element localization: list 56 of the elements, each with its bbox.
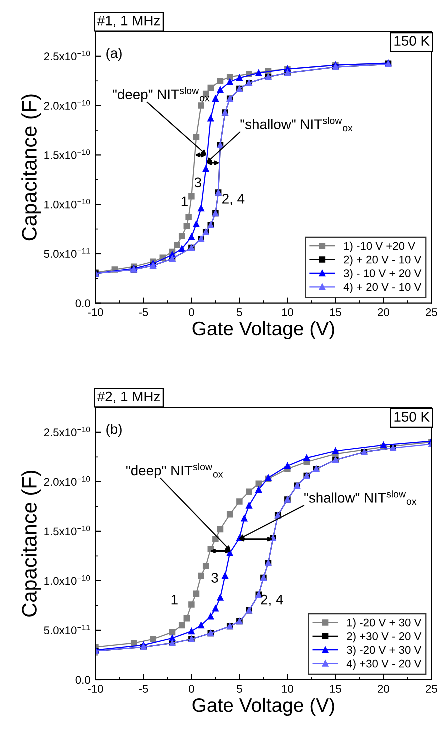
- annotation: 2, 4: [261, 594, 284, 606]
- x-tick-label: 0: [189, 685, 194, 693]
- y-tick-label: 0.0: [76, 300, 90, 308]
- x-tick-label: -5: [139, 685, 148, 693]
- annotation: "deep" NIT$^{slow}$$_{ox}$: [113, 87, 210, 102]
- x-tick-label: 20: [378, 685, 390, 693]
- y-tick-label: 2.0x10$^{−10}$: [44, 100, 90, 110]
- x-tick-label: 20: [378, 308, 390, 316]
- x-tick-label: 5: [237, 308, 242, 316]
- annotation: 2, 4: [222, 194, 245, 206]
- y-tick-label: 5.0x10$^{−11}$: [44, 248, 90, 258]
- y-tick-label: 1.5x10$^{−10}$: [44, 150, 90, 160]
- x-tick-label: 10: [282, 685, 294, 693]
- x-axis-title: Gate Voltage (V): [192, 321, 334, 340]
- annotation: 150 K: [394, 412, 430, 422]
- annotation: 150 K: [394, 36, 430, 46]
- annotation: "shallow" NIT$^{slow}$$_{ox}$: [304, 490, 417, 506]
- legend-label: 3) -20 V + 30 V: [347, 646, 422, 656]
- legend-label: 4) + 20 V - 10 V: [344, 283, 422, 294]
- annotation: (a): [106, 48, 122, 61]
- annotation: 3: [212, 573, 218, 583]
- y-tick-label: 1.5x10$^{−10}$: [44, 526, 90, 536]
- x-tick-label: -10: [88, 685, 104, 693]
- y-tick-label: 1.0x10$^{−10}$: [44, 575, 90, 586]
- x-tick-label: 5: [237, 685, 242, 693]
- legend-label: 2) + 20 V - 10 V: [344, 256, 422, 266]
- x-tick-label: -5: [139, 308, 148, 316]
- y-axis-title: Capacitance (F): [22, 94, 42, 241]
- text: #1, 1 MHz: [97, 16, 160, 28]
- y-tick-label: 2.5x10$^{−10}$: [44, 426, 90, 437]
- y-tick-label: 0.0: [76, 676, 90, 684]
- x-tick-label: 25: [426, 308, 438, 316]
- legend-label: 1) -20 V + 30 V: [347, 618, 422, 629]
- annotation: 3: [194, 178, 202, 188]
- y-tick-label: 2.0x10$^{−10}$: [44, 476, 90, 486]
- y-tick-label: 2.5x10$^{−10}$: [44, 50, 90, 61]
- legend-label: 1) -10 V +20 V: [344, 242, 416, 252]
- annotation: 1: [172, 595, 178, 605]
- x-axis-title: Gate Voltage (V): [192, 698, 334, 716]
- legend-label: 2) +30 V - 20 V: [347, 632, 422, 643]
- annotation: 1: [182, 196, 188, 206]
- x-tick-label: 25: [426, 685, 438, 693]
- x-tick-label: -10: [88, 308, 104, 316]
- y-tick-label: 1.0x10$^{−10}$: [44, 199, 90, 209]
- legend-label: 3) - 10 V + 20 V: [344, 269, 422, 280]
- x-tick-label: 10: [282, 308, 294, 316]
- y-axis-title: Capacitance (F): [22, 471, 42, 617]
- annotation: "deep" NIT$^{slow}$$_{ox}$: [126, 463, 224, 478]
- x-tick-label: 15: [330, 685, 342, 693]
- text: #2, 1 MHz: [97, 392, 160, 404]
- annotation: (b): [106, 424, 122, 437]
- x-tick-label: 15: [330, 308, 342, 316]
- y-tick-label: 5.0x10$^{−11}$: [44, 624, 90, 635]
- legend-label: 4) +30 V - 20 V: [346, 660, 422, 670]
- x-tick-label: 0: [189, 308, 194, 316]
- annotation: "shallow" NIT$^{slow}$$_{ox}$: [240, 117, 353, 132]
